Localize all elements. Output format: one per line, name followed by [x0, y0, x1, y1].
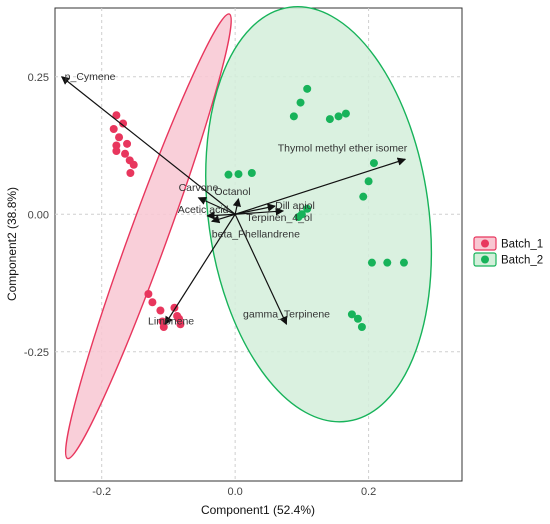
loading-arrow: [61, 76, 236, 215]
loading-arrow: [235, 207, 285, 216]
y-axis-label: Component2 (38.8%): [5, 187, 19, 301]
loading-label: Dill apiol: [275, 200, 315, 212]
batch_2-point: [369, 159, 378, 168]
loading-arrow: [232, 198, 241, 215]
loading-label: Thymol methyl ether isomer: [278, 142, 408, 154]
loading-arrow: [234, 213, 288, 326]
batch_1-point: [176, 320, 185, 329]
batch_2-point: [224, 170, 233, 179]
batch_2-point: [296, 98, 305, 107]
x-axis-label: Component1 (52.4%): [201, 503, 315, 517]
loading-label: Terpinen_4_ol: [246, 212, 312, 224]
loading-label: gamma_Terpinene: [243, 308, 330, 320]
batch_1-point: [121, 149, 130, 158]
batch_2-point: [247, 169, 256, 177]
batch_1-point: [129, 160, 138, 169]
x-tick-label: 0.2: [361, 486, 376, 498]
batch_2-point: [347, 310, 356, 319]
batch_1-point: [112, 141, 121, 150]
loading-label: p_Cymene: [65, 71, 116, 83]
loading-arrow: [164, 213, 236, 325]
loading-label: Limonene: [148, 315, 194, 327]
batch_1-point: [126, 169, 135, 177]
batch_2-point: [334, 112, 343, 121]
batch_2-point: [353, 314, 362, 323]
batch_2-point: [289, 112, 298, 121]
batch_2-point: [294, 213, 303, 221]
batch_2-point: [303, 84, 312, 93]
y-tick-label: -0.25: [24, 347, 49, 359]
batch_2-point: [367, 258, 376, 267]
loading-arrows: p_Cymene Thymol methyl ether isomer Carvon…: [61, 71, 408, 327]
loading-arrow: [197, 197, 236, 215]
loading-arrow: [235, 203, 277, 215]
batch_2-point: [357, 323, 366, 331]
loading-label: Octanol: [214, 186, 250, 198]
legend-marker: [481, 255, 489, 264]
loading-label: Carvone: [179, 182, 219, 194]
loading-label: Acetic acid: [178, 204, 229, 216]
batch_1-point: [115, 133, 124, 142]
data-points: [109, 84, 408, 331]
legend-label: Batch_2: [501, 255, 543, 267]
batch_2-point: [341, 109, 350, 118]
batch_1-point: [144, 290, 153, 298]
loading-label: beta_Phellandrene: [212, 228, 300, 240]
batch_1-point: [156, 306, 165, 315]
batch_1-point: [112, 147, 121, 155]
batch_1-point: [109, 125, 118, 133]
x-tick-label: -0.2: [92, 486, 111, 498]
legend: Batch_1 Batch_2: [473, 236, 543, 267]
legend-label: Batch_1: [501, 239, 543, 251]
batch_2-point: [364, 177, 373, 186]
batch_2-point: [383, 258, 392, 267]
loading-arrow: [210, 213, 236, 224]
confidence-ellipses: [64, 6, 433, 460]
tick-labels: -0.2 0.0 0.2 -0.25 0.00 0.25: [24, 72, 376, 498]
loading-arrow: [234, 157, 407, 215]
batch_1-point: [148, 298, 157, 307]
y-tick-label: 0.00: [28, 209, 49, 221]
batch_1-point: [123, 139, 132, 148]
x-tick-label: 0.0: [227, 486, 242, 498]
batch_1-point: [112, 111, 121, 120]
batch_2-point: [325, 115, 334, 124]
y-tick-label: 0.25: [28, 72, 49, 84]
batch_2-point: [234, 170, 243, 179]
batch_2-point: [359, 192, 368, 201]
batch_1-point: [119, 119, 128, 128]
batch_1-point: [159, 323, 168, 331]
batch_2-point: [399, 258, 408, 267]
batch_2-point: [303, 204, 312, 213]
batch_2-ellipse: [205, 6, 433, 423]
batch_1-ellipse: [64, 13, 232, 460]
legend-marker: [481, 239, 489, 248]
